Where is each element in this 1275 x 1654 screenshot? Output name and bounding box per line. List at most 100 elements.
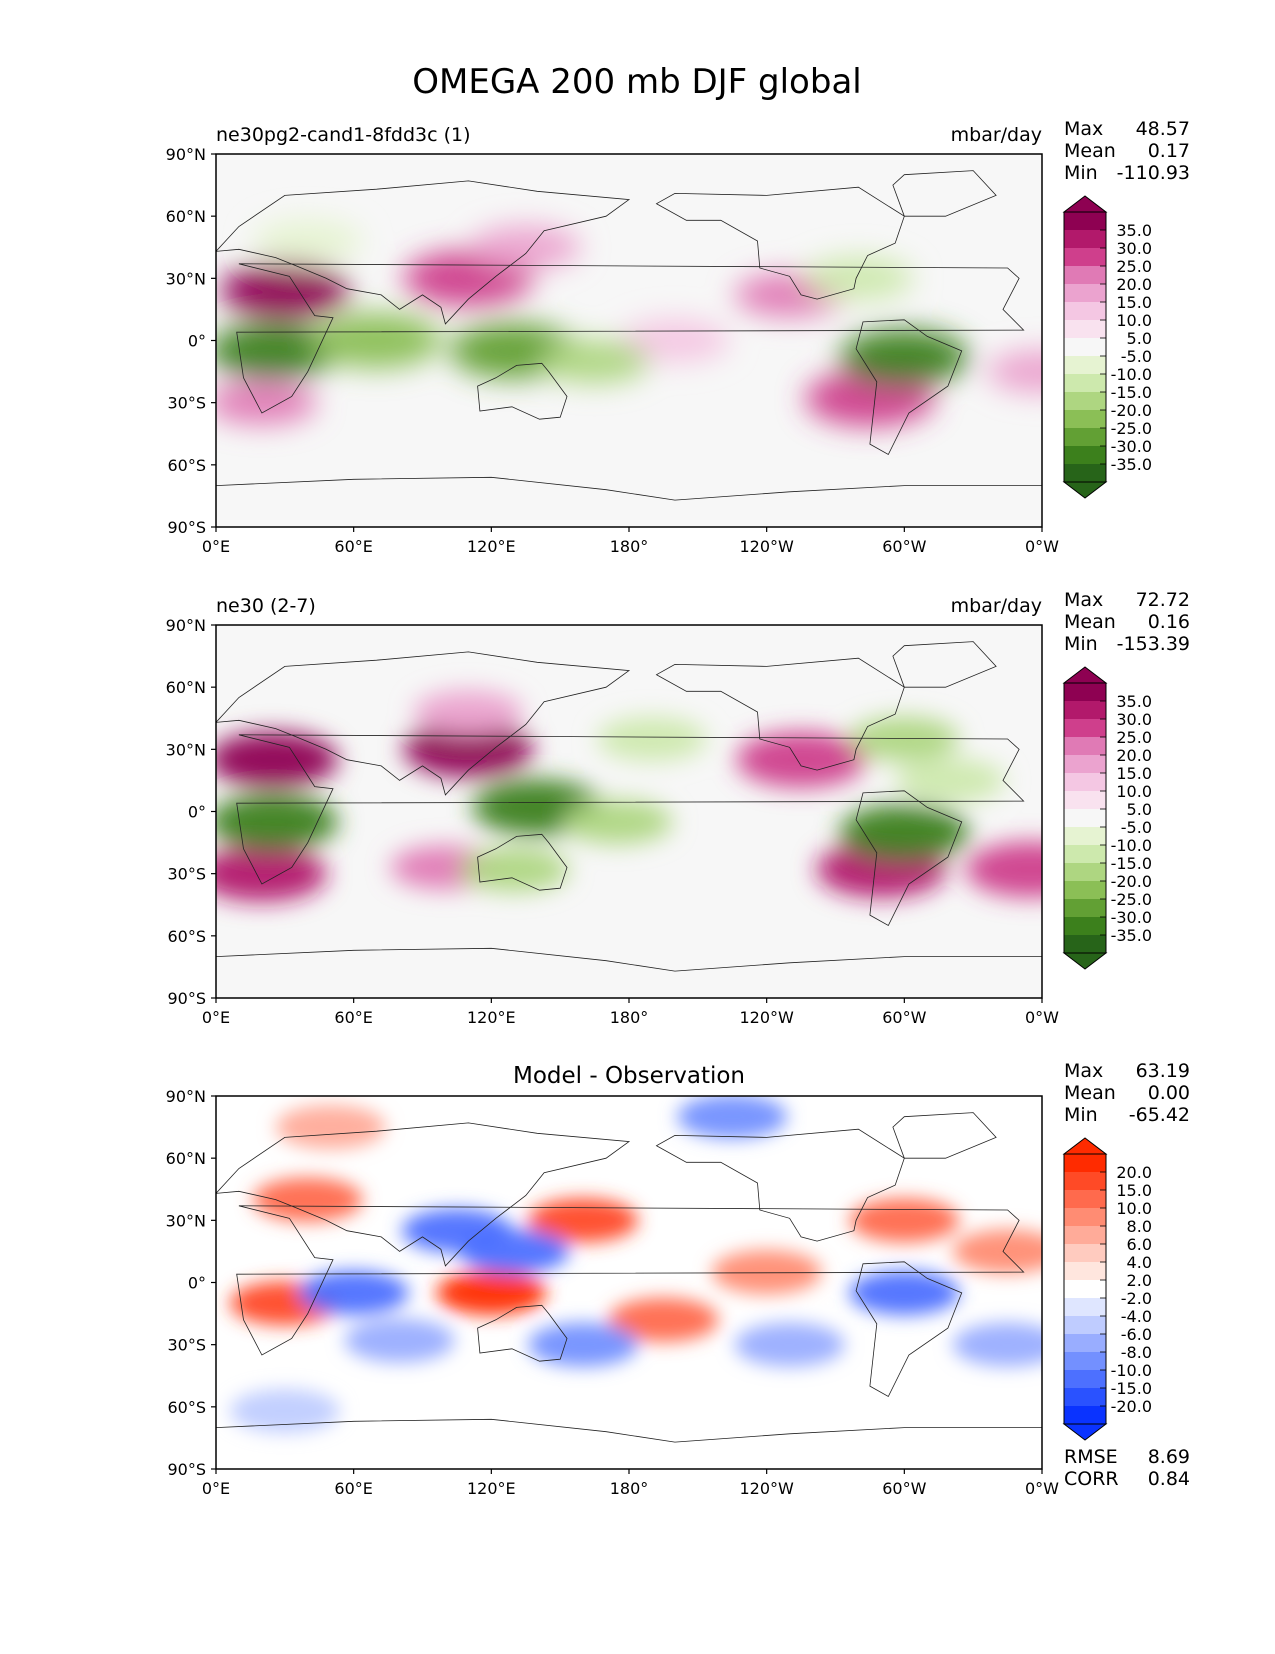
colorbar-label: -10.0 xyxy=(1111,1361,1152,1380)
colorbar-segment xyxy=(1064,935,1106,953)
panel-3-stat-value-mean: 0.00 xyxy=(1148,1082,1190,1104)
colorbar-segment xyxy=(1064,1208,1106,1226)
panel-3-stat-label-min: Min xyxy=(1064,1104,1098,1126)
colorbar-segment xyxy=(1064,1370,1106,1388)
coast-south-america xyxy=(855,319,963,456)
colorbar-segment xyxy=(1064,284,1106,302)
y-tick-label: 0° xyxy=(188,1274,206,1293)
panel-3-field xyxy=(216,1096,1042,1443)
field-region-2 xyxy=(403,721,534,778)
colorbar-segment xyxy=(1064,899,1106,917)
field-region-3 xyxy=(413,690,524,735)
y-tick-label: 30°N xyxy=(166,269,206,288)
field-region-3 xyxy=(252,1177,363,1222)
colorbar-segment xyxy=(1064,1226,1106,1244)
colorbar-segment xyxy=(1064,1388,1106,1406)
field-region-3 xyxy=(470,225,581,270)
colorbar-label: 5.0 xyxy=(1127,800,1152,819)
colorbar-label: -5.0 xyxy=(1121,347,1152,366)
colorbar-extend-top xyxy=(1062,195,1108,213)
colorbar-label: 10.0 xyxy=(1116,782,1152,801)
colorbar-segment xyxy=(1064,737,1106,755)
coast-australia xyxy=(477,362,568,420)
field-region-7 xyxy=(952,1229,1042,1274)
panel-3-stat-label-mean: Mean xyxy=(1064,1082,1116,1104)
colorbar-label: 30.0 xyxy=(1116,710,1152,729)
x-tick-label: 0°E xyxy=(202,1008,230,1027)
colorbar-segment xyxy=(1064,845,1106,863)
colorbar-segment xyxy=(1064,1262,1106,1280)
colorbar-frame xyxy=(1063,1153,1107,1425)
colorbar-segment xyxy=(1064,230,1106,248)
panel-2-stat-label-max: Max xyxy=(1064,589,1103,611)
coast-australia xyxy=(477,1304,568,1362)
colorbar-segment xyxy=(1064,1298,1106,1316)
colorbar-segment xyxy=(1064,1352,1106,1370)
colorbar-segment xyxy=(1064,266,1106,284)
colorbar-segment xyxy=(1064,338,1106,356)
panel-1: ne30pg2-cand1-8fdd3c (1) mbar/day Max 48… xyxy=(166,118,1190,556)
colorbar-label: 15.0 xyxy=(1116,764,1152,783)
colorbar-label: -35.0 xyxy=(1111,455,1152,474)
colorbar-label: -30.0 xyxy=(1111,437,1152,456)
colorbar-segment xyxy=(1064,1316,1106,1334)
panel-1-stat-label-mean: Mean xyxy=(1064,140,1116,162)
colorbar-label: -2.0 xyxy=(1121,1289,1152,1308)
panel-3: Model - Observation Max 63.19 Mean 0.00 … xyxy=(166,1060,1190,1498)
x-tick-label: 0°W xyxy=(1025,1479,1059,1498)
y-tick-label: 0° xyxy=(188,803,206,822)
colorbar-label: 35.0 xyxy=(1116,221,1152,240)
y-tick-label: 60°N xyxy=(166,678,206,697)
colorbar-segment xyxy=(1064,1244,1106,1262)
coast-greenland xyxy=(892,170,997,217)
coast-greenland xyxy=(892,1112,997,1159)
panel-3-error-stats: RMSE 8.69 CORR 0.84 xyxy=(1064,1446,1190,1490)
x-tick-label: 0°W xyxy=(1025,537,1059,556)
colorbar-label: 15.0 xyxy=(1116,1181,1152,1200)
colorbar-segment xyxy=(1064,410,1106,428)
colorbar-extend-top xyxy=(1062,666,1108,684)
colorbar-segment xyxy=(1064,1334,1106,1352)
colorbar-label: 6.0 xyxy=(1127,1235,1152,1254)
colorbar-segment xyxy=(1064,863,1106,881)
x-tick-label: 60°E xyxy=(334,537,372,556)
colorbar-label: 20.0 xyxy=(1116,746,1152,765)
colorbar-segment xyxy=(1064,212,1106,230)
panel-2-colorbar: 35.030.025.020.015.010.05.0-5.0-10.0-15.… xyxy=(1062,666,1152,970)
field-region-7 xyxy=(987,349,1042,394)
panel-3-axes: 0°E 60°E 120°E 180° 120°W 60°W 0°W 90°N 60°N 30°N… xyxy=(166,1087,1060,1498)
panel-1-field xyxy=(216,170,1042,501)
colorbar-label: 10.0 xyxy=(1116,1199,1152,1218)
coast-north-america xyxy=(655,1128,905,1242)
colorbar-segment xyxy=(1064,446,1106,464)
colorbar-label: -5.0 xyxy=(1121,818,1152,837)
field-region-12 xyxy=(311,312,442,369)
field-region-15 xyxy=(252,219,363,264)
colorbar-segment xyxy=(1064,1406,1106,1424)
panel-2-stat-value-min: -153.39 xyxy=(1117,633,1190,655)
field-region-8 xyxy=(965,841,1042,898)
field-region-14 xyxy=(803,256,914,301)
y-tick-label: 30°S xyxy=(167,1336,206,1355)
colorbar-label: 20.0 xyxy=(1116,1163,1152,1182)
x-tick-label: 60°E xyxy=(334,1008,372,1027)
field-region-17 xyxy=(734,1322,845,1367)
y-tick-label: 0° xyxy=(188,332,206,351)
colorbar-segment xyxy=(1064,701,1106,719)
field-region-13 xyxy=(539,339,650,384)
x-tick-label: 60°W xyxy=(882,1479,926,1498)
coast-north-america xyxy=(655,657,905,771)
panel-2-stats: Max 72.72 Mean 0.16 Min -153.39 xyxy=(1064,589,1190,655)
colorbar-segment xyxy=(1064,374,1106,392)
colorbar-label: 2.0 xyxy=(1127,1271,1152,1290)
field-region-13 xyxy=(677,1096,788,1139)
field-region-10 xyxy=(298,1270,409,1315)
colorbar-segment xyxy=(1064,683,1106,701)
coast-africa xyxy=(236,263,1025,414)
panel-1-stat-label-max: Max xyxy=(1064,118,1103,140)
x-tick-label: 120°W xyxy=(739,537,794,556)
x-tick-label: 180° xyxy=(610,1479,649,1498)
colorbar-segment xyxy=(1064,464,1106,482)
field-region-12 xyxy=(562,799,673,844)
